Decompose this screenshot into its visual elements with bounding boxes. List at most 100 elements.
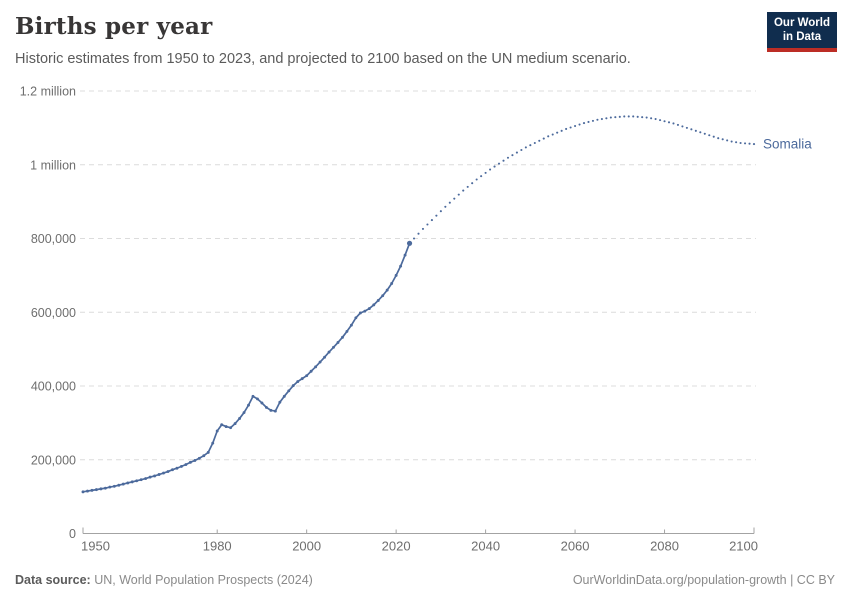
series-dot-projected bbox=[547, 135, 550, 138]
owid-logo-line2: in Data bbox=[782, 30, 822, 43]
series-dot-projected bbox=[578, 123, 581, 126]
series-dot-projected bbox=[667, 121, 671, 124]
x-tick-label: 2080 bbox=[650, 539, 679, 554]
series-dot-projected bbox=[609, 116, 612, 119]
series-marker bbox=[394, 273, 398, 277]
series-marker bbox=[233, 422, 237, 426]
series-marker bbox=[273, 409, 277, 413]
series-dot-projected bbox=[439, 210, 442, 213]
series-dot-projected bbox=[694, 129, 697, 132]
page-title: Births per year bbox=[15, 13, 213, 40]
y-tick-label: 200,000 bbox=[31, 453, 76, 467]
series-marker bbox=[349, 323, 353, 327]
series-dot-projected bbox=[591, 119, 595, 122]
series-dot-projected bbox=[582, 122, 586, 125]
series-marker bbox=[99, 487, 103, 491]
data-source: Data source: UN, World Population Prospe… bbox=[15, 573, 313, 587]
series-marker bbox=[242, 411, 246, 414]
series-dot-projected bbox=[533, 141, 536, 145]
series-marker bbox=[345, 329, 349, 333]
series-marker bbox=[229, 426, 233, 430]
series-marker bbox=[215, 429, 219, 433]
y-tick-label: 400,000 bbox=[31, 380, 76, 394]
series-dot-projected bbox=[511, 154, 514, 157]
series-marker bbox=[282, 394, 286, 398]
series-marker bbox=[81, 490, 85, 494]
series-dot-projected bbox=[430, 219, 433, 222]
series-dot-projected bbox=[708, 134, 711, 137]
x-tick-label: 2040 bbox=[471, 539, 500, 554]
owid-logo-line1: Our World bbox=[773, 17, 830, 29]
series-dot-projected bbox=[627, 115, 630, 118]
series-dot-projected bbox=[421, 227, 425, 230]
series-dot-projected bbox=[685, 126, 688, 129]
x-tick-label: 2100 bbox=[729, 539, 758, 554]
series-dot-projected bbox=[717, 137, 720, 140]
series-dot-projected bbox=[475, 178, 478, 181]
series-dot-projected bbox=[412, 237, 416, 240]
series-dot-projected bbox=[744, 142, 747, 145]
series-marker bbox=[305, 374, 309, 378]
entity-label[interactable]: Somalia bbox=[763, 137, 812, 152]
series-marker bbox=[264, 405, 268, 409]
x-tick-label: 1950 bbox=[81, 539, 110, 554]
series-dot-projected bbox=[672, 122, 675, 125]
chart-footer: Data source: UN, World Population Prospe… bbox=[15, 573, 835, 587]
series-marker bbox=[269, 408, 273, 412]
owid-logo[interactable]: Our World in Data bbox=[766, 12, 837, 52]
series-dot-projected bbox=[497, 162, 501, 165]
series-dot-projected bbox=[614, 116, 617, 119]
series-marker bbox=[318, 360, 322, 364]
series-marker bbox=[117, 483, 121, 487]
series-marker bbox=[94, 488, 98, 492]
credit-link[interactable]: OurWorldinData.org/population-growth | C… bbox=[572, 573, 835, 587]
series-dot-projected bbox=[457, 193, 460, 196]
series-marker bbox=[148, 475, 152, 479]
series-marker bbox=[206, 450, 210, 454]
series-marker bbox=[188, 460, 192, 464]
series-dot-projected bbox=[551, 133, 554, 136]
series-dot-projected bbox=[663, 120, 666, 123]
series-marker bbox=[184, 463, 188, 466]
series-marker bbox=[381, 294, 385, 298]
series-marker bbox=[108, 485, 112, 489]
series-line-historic bbox=[82, 242, 411, 493]
series-dot-projected bbox=[502, 159, 505, 162]
series-dot-projected bbox=[641, 116, 644, 119]
series-dot-projected bbox=[471, 182, 474, 185]
series-dot-projected bbox=[506, 156, 510, 159]
x-tick-label: 2060 bbox=[561, 539, 590, 554]
x-tick-label: 2020 bbox=[382, 539, 411, 554]
series-marker bbox=[390, 282, 394, 285]
series-marker bbox=[121, 482, 125, 486]
series-dot-projected bbox=[569, 126, 572, 129]
series-dot-projected bbox=[538, 139, 541, 142]
series-dot-projected bbox=[596, 118, 599, 121]
series-marker bbox=[323, 355, 327, 359]
series-dot-projected bbox=[748, 142, 751, 145]
series-marker bbox=[179, 464, 183, 468]
series-dot-projected bbox=[690, 128, 693, 131]
series-dot-projected bbox=[480, 175, 483, 178]
series-dot-projected bbox=[556, 131, 559, 134]
series-dot-projected bbox=[623, 115, 626, 118]
series-dot-projected bbox=[435, 214, 438, 217]
series-marker bbox=[363, 309, 367, 313]
y-tick-label: 1.2 million bbox=[20, 85, 76, 99]
series-marker bbox=[144, 477, 148, 481]
series-marker bbox=[103, 486, 107, 490]
series-dot-projected bbox=[618, 115, 621, 118]
data-source-text: UN, World Population Prospects (2024) bbox=[90, 573, 313, 587]
series-marker bbox=[314, 365, 318, 369]
series-dot-projected bbox=[752, 143, 756, 146]
series-marker bbox=[376, 299, 380, 302]
series-dot-projected bbox=[493, 165, 496, 168]
series-dot-projected bbox=[515, 151, 518, 154]
series-marker bbox=[224, 425, 228, 429]
series-marker bbox=[354, 316, 358, 320]
series-dot-projected bbox=[453, 197, 456, 200]
series-marker bbox=[211, 441, 215, 445]
series-dot-projected bbox=[650, 117, 653, 120]
series-dot-projected bbox=[417, 232, 420, 235]
series-marker bbox=[367, 307, 371, 311]
